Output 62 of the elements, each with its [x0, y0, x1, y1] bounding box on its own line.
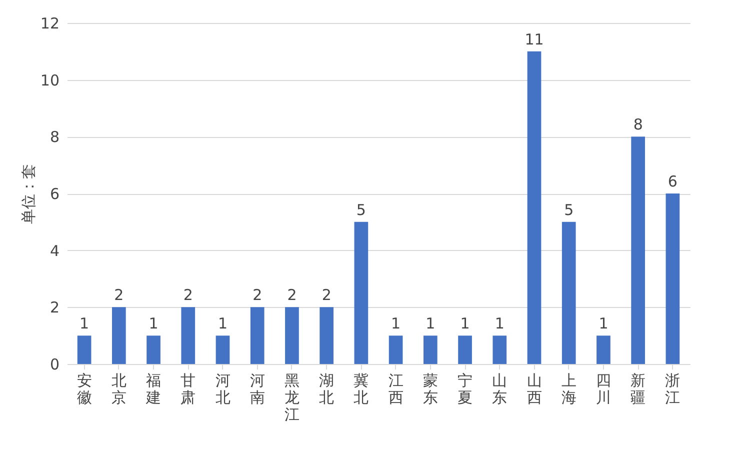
bar — [527, 51, 542, 364]
x-tick-label: 湖北 — [319, 372, 334, 406]
x-tick-label: 北京 — [111, 372, 126, 406]
bar — [285, 307, 299, 364]
bar — [354, 222, 368, 364]
x-tick-label: 冀北 — [354, 372, 369, 406]
data-label: 5 — [356, 200, 366, 219]
data-label: 2 — [114, 286, 124, 304]
x-tick-label: 蒙东 — [422, 372, 438, 406]
y-tick-label: 10 — [40, 71, 60, 90]
x-tick-label: 宁夏 — [458, 372, 473, 406]
bar — [666, 194, 680, 364]
bar — [458, 336, 472, 364]
bar — [77, 336, 92, 364]
bar — [181, 307, 196, 364]
y-tick-label: 6 — [50, 185, 60, 203]
y-tick-label: 8 — [50, 128, 60, 146]
bar — [250, 307, 264, 364]
bar — [631, 136, 646, 364]
data-label: 1 — [460, 314, 470, 333]
data-label: 1 — [218, 314, 228, 333]
data-label: 1 — [426, 314, 436, 333]
data-label: 5 — [564, 200, 574, 219]
data-label: 2 — [183, 286, 193, 304]
bar — [320, 307, 334, 364]
x-tick-label: 安徽 — [76, 372, 92, 406]
bar — [216, 336, 230, 364]
x-tick-label: 黑龙江 — [284, 372, 300, 424]
x-tick-label: 浙江 — [665, 372, 680, 406]
data-label: 2 — [322, 286, 332, 304]
x-tick-label: 山西 — [526, 372, 542, 406]
bar — [112, 307, 126, 364]
x-tick-label: 四川 — [596, 372, 611, 406]
y-tick-label: 12 — [40, 14, 60, 32]
x-tick-label: 上海 — [561, 372, 576, 406]
x-tick-label: 江西 — [388, 372, 404, 406]
bar — [423, 336, 438, 364]
data-label: 6 — [668, 172, 678, 190]
data-label: 2 — [252, 286, 262, 304]
x-tick-label: 河南 — [250, 372, 265, 406]
y-axis-title: 单位：套 — [19, 164, 38, 224]
data-label: 11 — [524, 30, 544, 48]
data-label: 1 — [598, 314, 608, 333]
data-label: 1 — [148, 314, 158, 333]
bar — [146, 336, 160, 364]
y-tick-label: 0 — [50, 356, 60, 374]
data-label: 1 — [391, 314, 401, 333]
bar — [596, 336, 610, 364]
bar — [562, 222, 576, 364]
data-label: 8 — [633, 116, 643, 134]
x-tick-label: 新疆 — [630, 372, 646, 406]
data-label: 2 — [287, 286, 297, 304]
x-tick-label: 河北 — [215, 372, 230, 406]
data-label: 1 — [494, 314, 504, 333]
x-tick-label: 山东 — [492, 372, 508, 406]
x-tick-label: 甘肃 — [180, 372, 196, 406]
x-tick-label: 福建 — [145, 372, 162, 406]
bar — [388, 336, 403, 364]
data-label: 1 — [80, 314, 90, 333]
y-tick-label: 2 — [50, 298, 60, 317]
bar — [492, 336, 507, 364]
y-tick-label: 4 — [50, 242, 60, 260]
